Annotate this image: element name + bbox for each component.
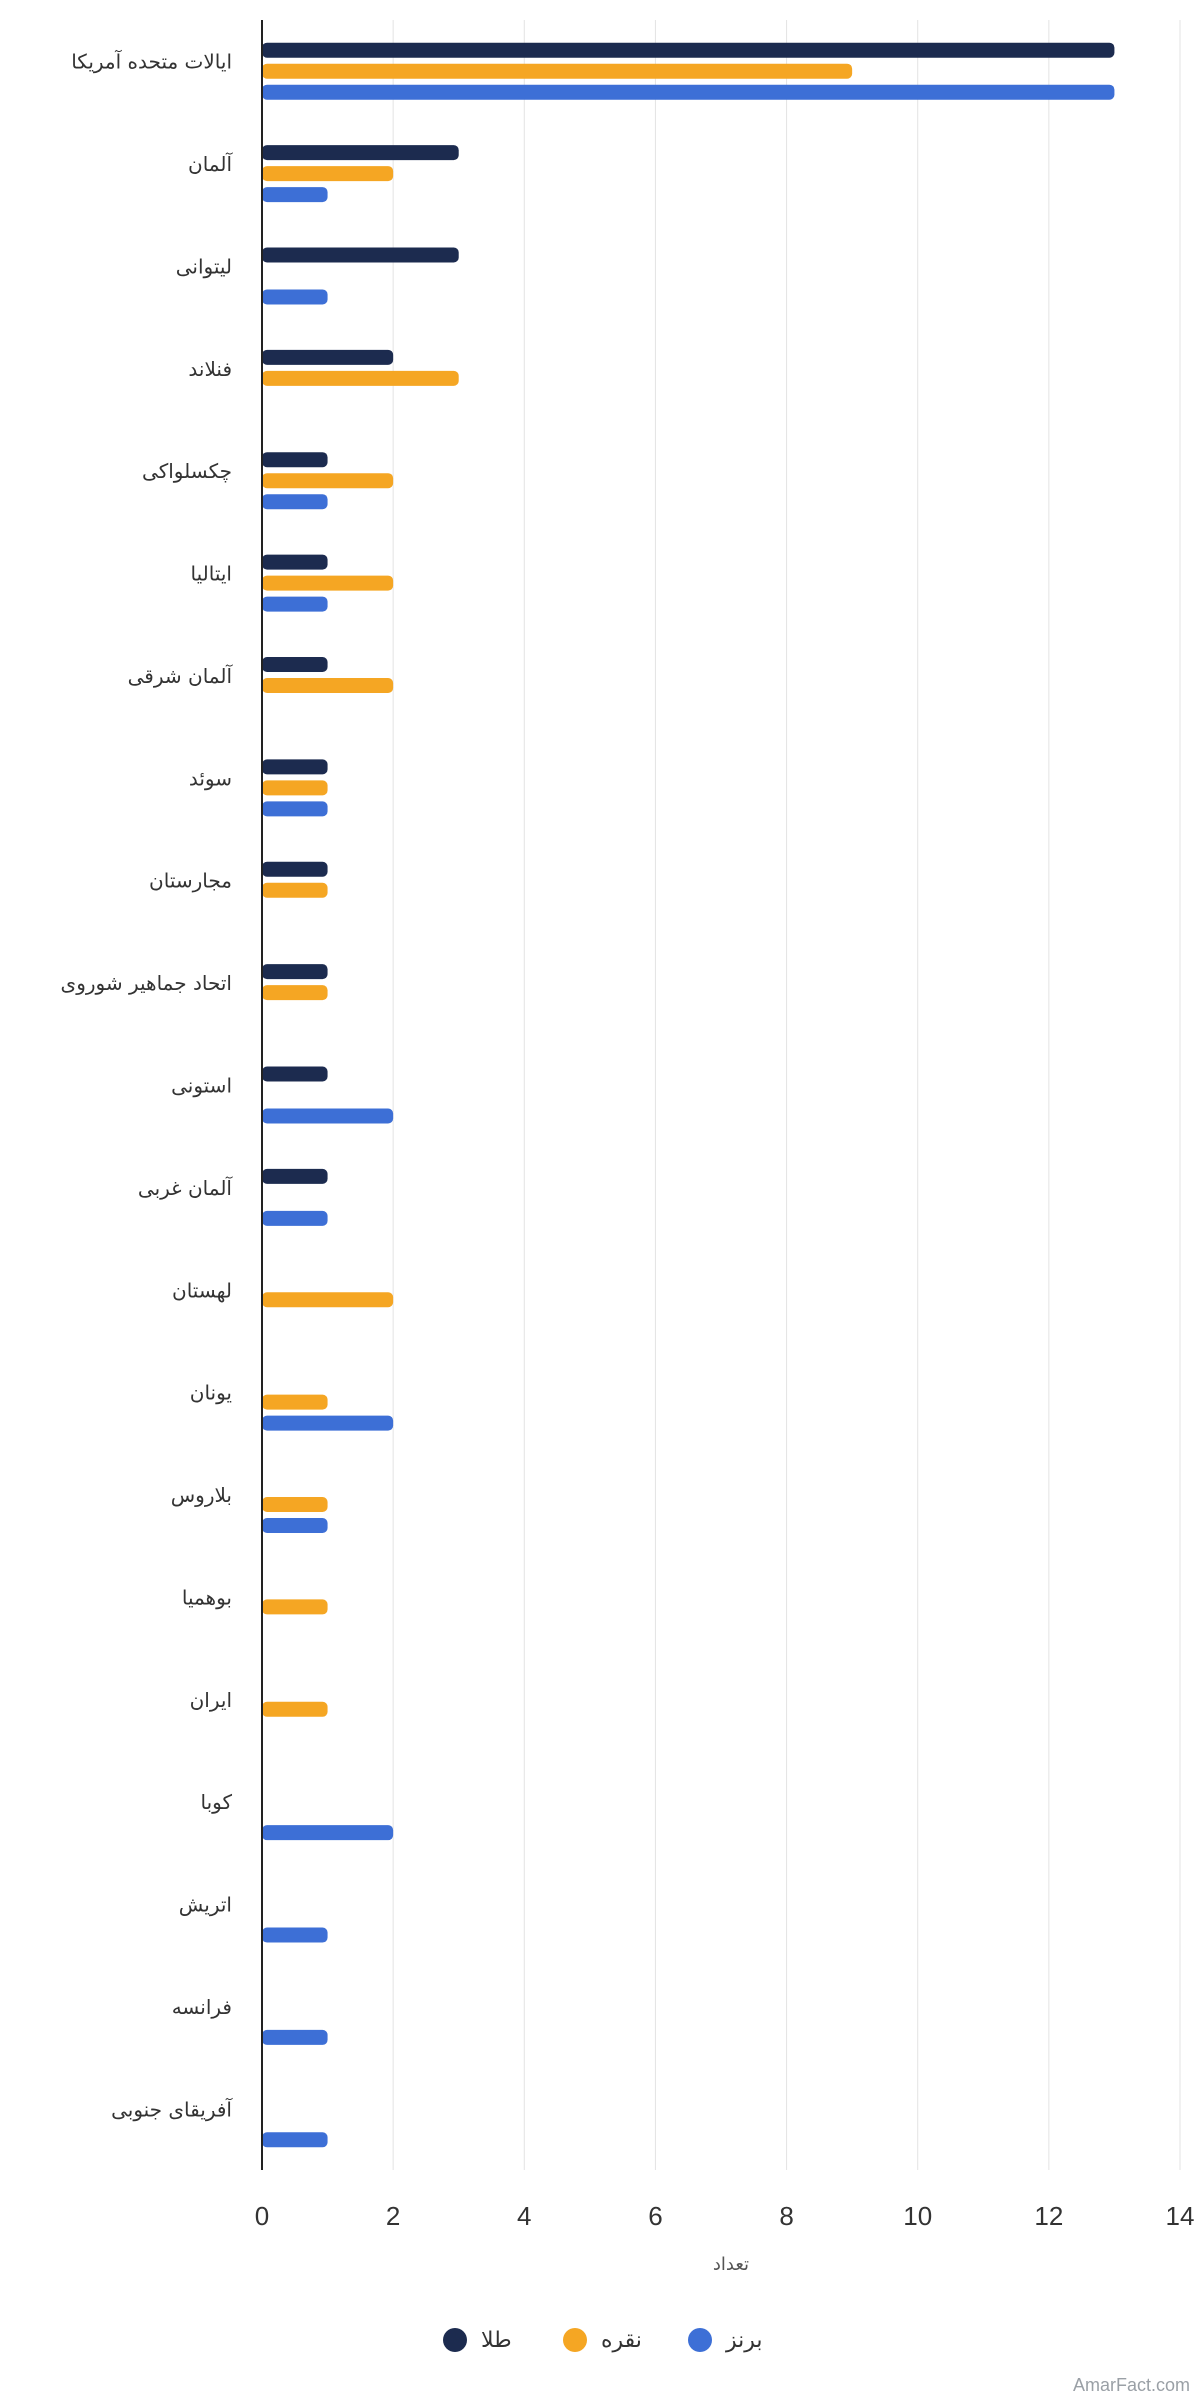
bar-برنز-11: [262, 1108, 394, 1124]
bar-برنز-15: [262, 1518, 328, 1534]
bar-طلا-7: [262, 656, 328, 672]
bar-نقره-9: [262, 882, 328, 898]
x-tick-label-8: 8: [779, 2201, 793, 2231]
category-label-4: فنلاند: [188, 357, 232, 381]
category-label-8: سوئد: [189, 766, 232, 790]
bar-نقره-8: [262, 780, 328, 796]
watermark: AmarFact.com: [1072, 2375, 1190, 2395]
bar-طلا-8: [262, 759, 328, 775]
bar-برنز-19: [262, 1927, 328, 1943]
bar-برنز-21: [262, 2132, 328, 2148]
bar-نقره-14: [262, 1394, 328, 1410]
bar-نقره-13: [262, 1292, 394, 1308]
bar-برنز-12: [262, 1210, 328, 1226]
bar-نقره-1: [262, 63, 853, 79]
bar-نقره-5: [262, 473, 394, 489]
bar-طلا-11: [262, 1066, 328, 1082]
x-tick-label-0: 0: [255, 2201, 269, 2231]
category-label-5: چکسلواکی: [142, 459, 232, 483]
bar-طلا-6: [262, 554, 328, 570]
category-label-16: بوهمیا: [182, 1585, 232, 1609]
legend-label-طلا: طلا: [481, 2328, 512, 2353]
category-label-13: لهستان: [172, 1278, 232, 1302]
category-label-15: بلاروس: [171, 1483, 232, 1507]
x-tick-label-2: 2: [386, 2201, 400, 2231]
category-label-2: آلمان: [188, 151, 233, 176]
x-axis-title: تعداد: [713, 2254, 749, 2275]
category-label-3: لیتوانی: [176, 254, 232, 278]
bar-برنز-5: [262, 494, 328, 510]
bar-نقره-16: [262, 1599, 328, 1615]
bar-برنز-1: [262, 84, 1115, 100]
bar-طلا-1: [262, 42, 1115, 58]
category-label-17: ایران: [190, 1688, 232, 1712]
bar-برنز-14: [262, 1415, 394, 1431]
legend-label-برنز: برنز: [725, 2328, 763, 2353]
category-label-18: کوبا: [200, 1790, 232, 1814]
category-label-19: اتریش: [179, 1893, 232, 1917]
legend-marker-برنز: [688, 2328, 712, 2352]
bar-نقره-17: [262, 1701, 328, 1717]
bar-برنز-6: [262, 596, 328, 612]
bar-طلا-2: [262, 145, 459, 161]
x-tick-label-10: 10: [903, 2201, 932, 2231]
legend-label-نقره: نقره: [601, 2328, 642, 2353]
bar-نقره-2: [262, 166, 394, 182]
category-label-1: ایالات متحده آمریکا: [71, 49, 232, 74]
category-label-11: استونی: [171, 1074, 232, 1098]
bar-برنز-8: [262, 801, 328, 817]
bar-برنز-3: [262, 289, 328, 305]
x-tick-label-14: 14: [1166, 2201, 1195, 2231]
category-label-12: آلمان غربی: [138, 1175, 234, 1200]
bar-طلا-3: [262, 247, 459, 263]
bar-نقره-10: [262, 985, 328, 1001]
x-tick-label-12: 12: [1034, 2201, 1063, 2231]
category-label-7: آلمان شرقی: [128, 663, 234, 688]
category-label-9: مجارستان: [149, 869, 232, 893]
bar-طلا-10: [262, 964, 328, 980]
category-label-14: یونان: [190, 1381, 232, 1405]
bar-برنز-2: [262, 187, 328, 203]
bar-طلا-9: [262, 861, 328, 877]
category-label-10: اتحاد جماهیر شوروی: [61, 971, 232, 995]
category-label-6: ایتالیا: [191, 562, 232, 586]
bar-برنز-20: [262, 2029, 328, 2045]
bar-برنز-18: [262, 1825, 394, 1841]
x-tick-label-4: 4: [517, 2201, 531, 2231]
bar-طلا-5: [262, 452, 328, 468]
x-tick-label-6: 6: [648, 2201, 662, 2231]
bar-طلا-12: [262, 1168, 328, 1184]
bar-نقره-7: [262, 677, 394, 693]
bar-نقره-6: [262, 575, 394, 591]
legend-marker-طلا: [443, 2328, 467, 2352]
bar-نقره-15: [262, 1497, 328, 1513]
category-label-20: فرانسه: [172, 1995, 232, 2019]
bar-طلا-4: [262, 349, 394, 365]
category-label-21: آفریقای جنوبی: [111, 2096, 233, 2121]
bar-نقره-4: [262, 370, 459, 386]
legend-marker-نقره: [563, 2328, 587, 2352]
